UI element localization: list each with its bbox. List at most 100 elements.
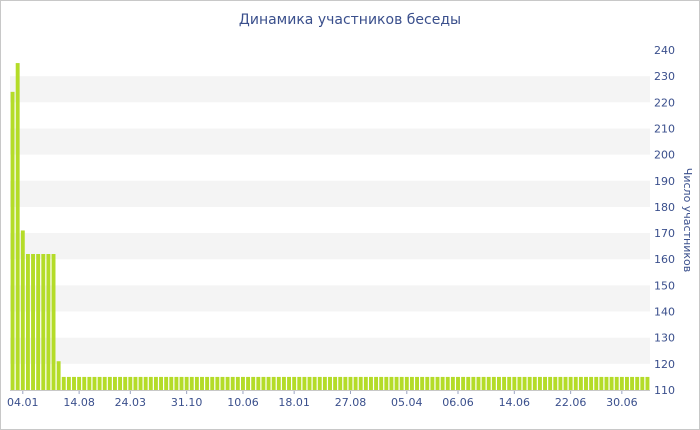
bar xyxy=(630,376,635,390)
grid-band xyxy=(10,76,650,103)
bar-series xyxy=(10,63,650,390)
bar xyxy=(205,376,210,390)
bar xyxy=(215,376,220,390)
bar xyxy=(92,376,97,390)
bar xyxy=(645,376,650,390)
x-tick-label: 04.01 xyxy=(7,396,39,409)
bar xyxy=(102,376,107,390)
bar xyxy=(578,376,583,390)
bar xyxy=(353,376,358,390)
x-axis-ticks: 04.01 14.08 24.03 31.10 10.06 18.01 27.08 05.04… xyxy=(7,390,638,409)
bar xyxy=(568,376,573,390)
y-axis-label: Число участников xyxy=(681,168,694,272)
bar xyxy=(123,376,128,390)
bar xyxy=(322,376,327,390)
bar xyxy=(369,376,373,390)
bar xyxy=(476,376,481,390)
bar xyxy=(113,376,117,390)
bar xyxy=(87,376,92,390)
bar xyxy=(153,376,158,390)
x-tick-label: 05.04 xyxy=(391,396,423,409)
grid-band xyxy=(10,128,650,155)
bar xyxy=(133,376,138,390)
bar xyxy=(497,376,501,390)
bar xyxy=(164,376,169,390)
bar xyxy=(312,376,317,390)
bar xyxy=(82,376,87,390)
bar xyxy=(148,376,153,390)
bar xyxy=(491,376,496,390)
bar xyxy=(287,376,291,390)
y-tick-label: 120 xyxy=(654,358,675,371)
bar xyxy=(461,376,466,390)
bar xyxy=(266,376,271,390)
bar xyxy=(563,376,568,390)
bar xyxy=(128,376,133,390)
y-tick-label: 140 xyxy=(654,306,675,319)
bar xyxy=(522,376,527,390)
bar xyxy=(553,376,558,390)
bar xyxy=(338,376,343,390)
bar xyxy=(374,376,379,390)
bar xyxy=(138,376,143,390)
bar xyxy=(599,376,604,390)
bar xyxy=(159,376,163,390)
bar xyxy=(481,376,486,390)
bar xyxy=(363,376,368,390)
bar xyxy=(235,376,240,390)
chart-title: Динамика участников беседы xyxy=(238,12,462,28)
bar xyxy=(635,376,640,390)
bar xyxy=(502,376,507,390)
bar xyxy=(225,376,230,390)
bar xyxy=(317,376,322,390)
bar xyxy=(409,376,414,390)
y-tick-label: 170 xyxy=(654,227,675,240)
x-tick-label: 14.08 xyxy=(63,396,95,409)
y-tick-label: 150 xyxy=(654,279,675,292)
bar xyxy=(107,376,112,390)
bar xyxy=(558,376,563,390)
y-tick-label: 160 xyxy=(654,253,675,266)
grid-band xyxy=(10,233,650,260)
bar xyxy=(174,376,179,390)
bar xyxy=(15,63,20,390)
x-tick-label: 30.06 xyxy=(606,396,638,409)
bar xyxy=(640,376,645,390)
x-tick-label: 18.01 xyxy=(278,396,310,409)
bar xyxy=(379,376,384,390)
bar xyxy=(609,376,614,390)
grid-band xyxy=(10,337,650,364)
grid-band xyxy=(10,285,650,312)
bar xyxy=(25,254,30,390)
x-tick-label: 10.06 xyxy=(227,396,259,409)
bar xyxy=(389,376,394,390)
bar xyxy=(420,376,425,390)
grid-bands xyxy=(10,76,650,364)
bar xyxy=(543,376,547,390)
bar xyxy=(532,376,537,390)
y-tick-label: 220 xyxy=(654,96,675,109)
x-tick-label: 22.06 xyxy=(555,396,587,409)
bar xyxy=(471,376,476,390)
bar xyxy=(527,376,532,390)
bar xyxy=(548,376,553,390)
bar xyxy=(66,376,71,390)
bar xyxy=(56,361,61,390)
bar xyxy=(61,376,66,390)
bar xyxy=(302,376,307,390)
bar xyxy=(625,376,629,390)
bar xyxy=(384,376,389,390)
bar xyxy=(179,376,184,390)
bar xyxy=(31,254,35,390)
bar xyxy=(404,376,409,390)
bar xyxy=(246,376,251,390)
bar xyxy=(425,376,430,390)
x-tick-label: 06.06 xyxy=(442,396,474,409)
bar xyxy=(486,376,491,390)
bar xyxy=(333,376,338,390)
bar xyxy=(46,254,51,390)
bar xyxy=(276,376,281,390)
bar xyxy=(589,376,594,390)
bar xyxy=(328,376,332,390)
bar xyxy=(77,376,82,390)
